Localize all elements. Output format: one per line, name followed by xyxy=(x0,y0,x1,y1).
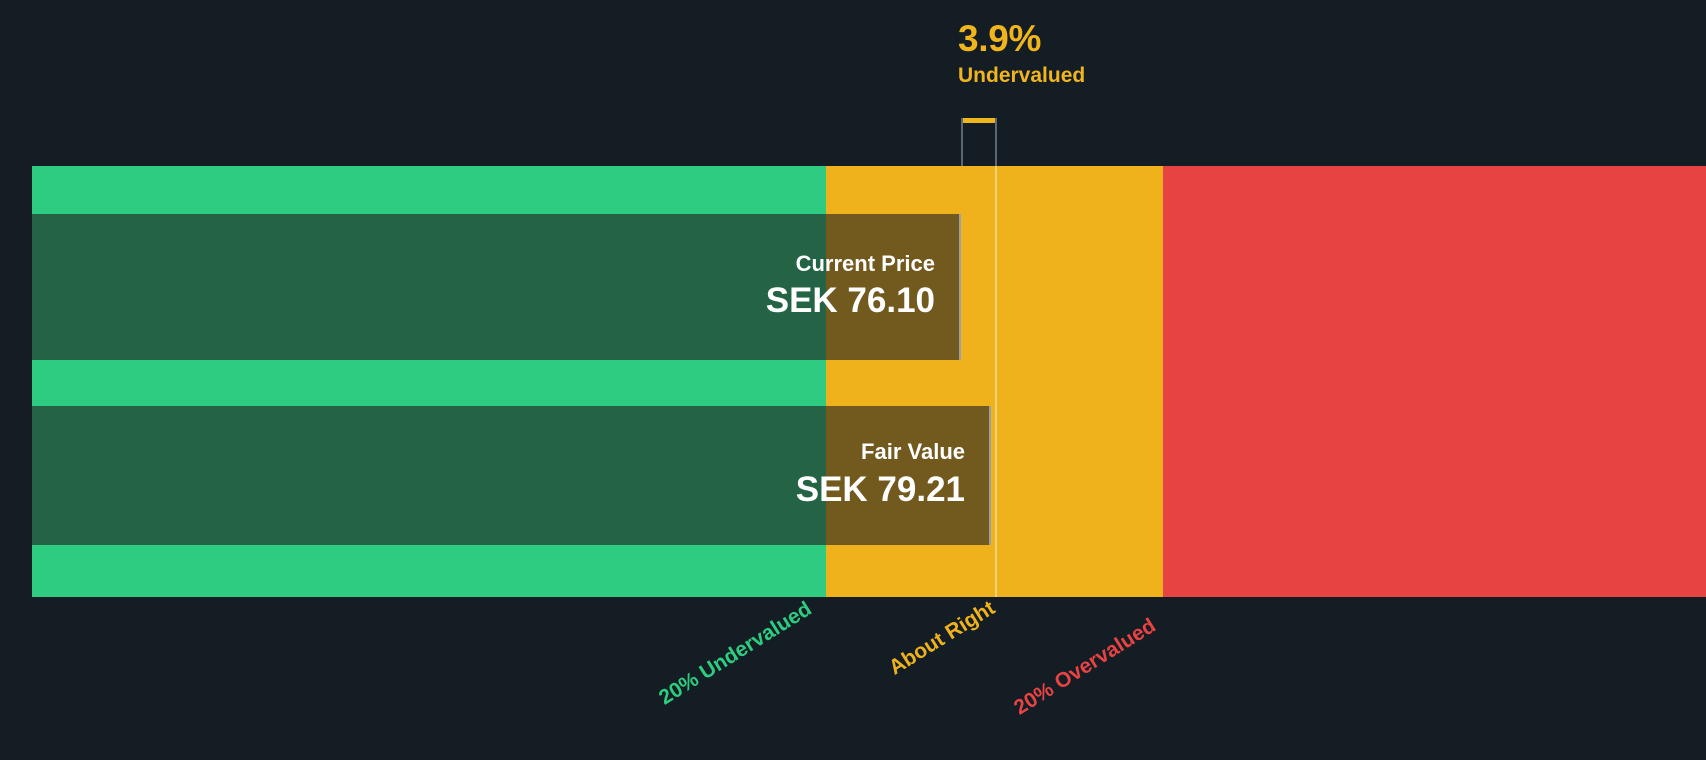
axis-label-undervalued: 20% Undervalued xyxy=(655,597,816,710)
zone-overvalued xyxy=(1163,166,1706,597)
bracket-top-bar xyxy=(962,118,996,123)
fair-value-title: Fair Value xyxy=(861,439,965,465)
current-price-indicator-line xyxy=(995,166,997,597)
bracket-left-leg xyxy=(961,118,963,166)
current-price-bar: Current Price SEK 76.10 xyxy=(32,214,961,360)
fair-value-bar: Fair Value SEK 79.21 xyxy=(32,406,991,545)
current-price-bracket-icon xyxy=(961,118,997,166)
valuation-percent: 3.9% xyxy=(958,18,1042,59)
bracket-right-leg xyxy=(995,118,997,166)
axis-label-about-right: About Right xyxy=(885,596,1000,680)
valuation-callout: 3.9% Undervalued xyxy=(958,18,1086,87)
axis-label-overvalued: 20% Overvalued xyxy=(1010,614,1160,720)
valuation-status-label: Undervalued xyxy=(958,63,1086,87)
fair-value-value: SEK 79.21 xyxy=(795,469,965,509)
current-price-title: Current Price xyxy=(795,250,935,276)
valuation-band: Current Price SEK 76.10 Fair Value SEK 7… xyxy=(32,166,1706,597)
current-price-value: SEK 76.10 xyxy=(765,281,935,321)
